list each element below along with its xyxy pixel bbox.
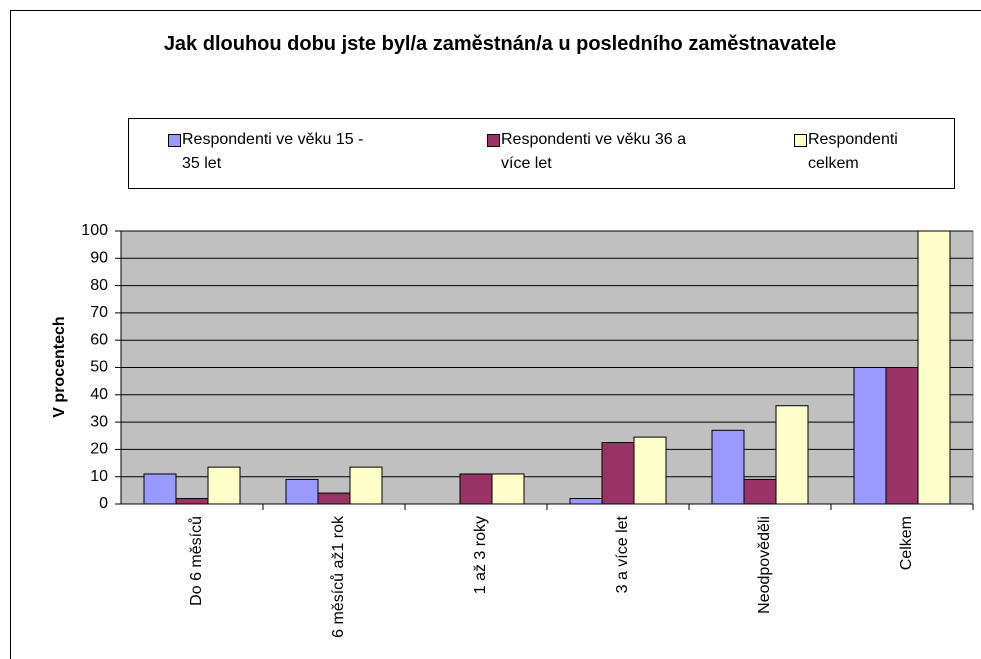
bar: [317, 492, 351, 505]
y-tick-label: 50: [90, 359, 108, 376]
bar: [775, 405, 809, 505]
y-tick-label: 10: [90, 468, 108, 485]
legend-swatch: [168, 134, 181, 147]
x-tick-label: 6 měsíců až1 rok: [329, 515, 347, 638]
bar: [885, 367, 919, 505]
bar: [285, 478, 319, 505]
bar: [853, 367, 887, 505]
legend-label: Respondenti ve věku 36 a více let: [501, 131, 687, 172]
y-tick-label: 40: [90, 386, 108, 403]
x-tick-label: 1 až 3 roky: [472, 516, 489, 594]
y-tick-label: 90: [90, 250, 108, 267]
legend-label: Respondenti celkem: [808, 131, 898, 172]
bar: [349, 466, 383, 505]
bar: [743, 478, 777, 505]
bar: [917, 230, 951, 505]
y-tick-label: 80: [90, 277, 108, 294]
bar: [143, 473, 177, 505]
x-tick-label: Do 6 měsíců: [187, 516, 205, 606]
y-tick-label: 30: [90, 413, 108, 430]
legend-swatch: [794, 134, 807, 147]
y-tick-label: 20: [90, 441, 108, 458]
y-tick-label: 100: [81, 222, 108, 239]
y-axis-label: V procentech: [51, 316, 68, 417]
x-tick-label: 3 a více let: [614, 515, 631, 593]
legend-label: Respondenti ve věku 15 - 35 let: [182, 131, 364, 172]
bar: [633, 436, 667, 505]
bar: [601, 442, 635, 505]
bar: [569, 498, 603, 505]
x-tick-label: Celkem: [898, 516, 915, 570]
bar: [491, 473, 525, 505]
chart-title: Jak dlouhou dobu jste byl/a zaměstnán/a …: [163, 33, 837, 55]
bar: [711, 429, 745, 505]
legend-box: [128, 118, 955, 189]
legend-swatch: [487, 134, 500, 147]
title-holder: Jak dlouhou dobu jste byl/a zaměstnán/a …: [163, 33, 837, 55]
bar: [207, 466, 241, 505]
bar: [459, 473, 493, 505]
x-tick-label: Neodpověděli: [756, 516, 773, 614]
y-tick-label: 60: [90, 331, 108, 348]
y-tick-label: 0: [99, 495, 108, 512]
chart-border: [10, 10, 981, 659]
bar: [175, 498, 209, 505]
y-tick-label: 70: [90, 304, 108, 321]
